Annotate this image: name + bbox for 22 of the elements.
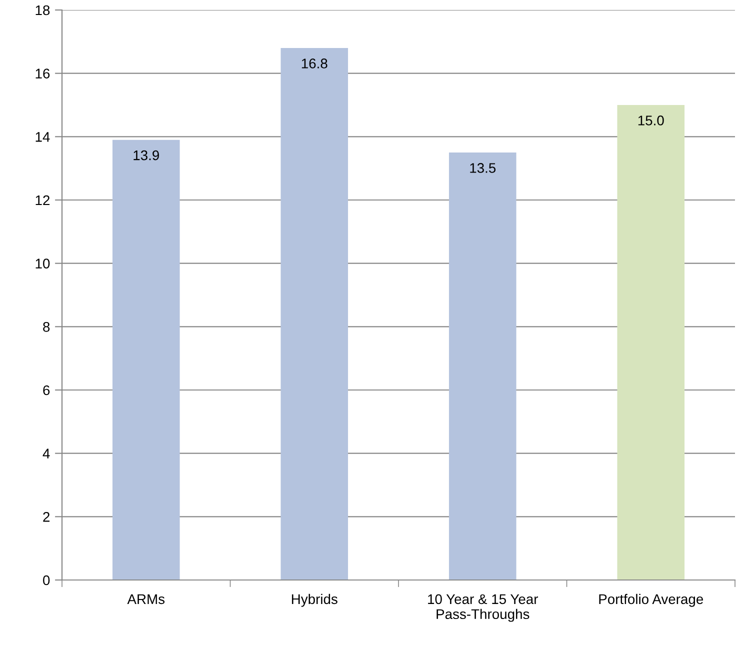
x-tick-label: Hybrids <box>292 594 338 607</box>
y-tick-label: 12 <box>36 195 50 206</box>
y-tick-label: 0 <box>43 575 50 586</box>
y-tick-label: 2 <box>43 512 50 522</box>
bar <box>112 140 180 580</box>
bar <box>448 152 516 580</box>
data-label: 16.8 <box>302 58 328 68</box>
y-tick-label: 8 <box>43 322 50 332</box>
x-tick-label: 10 Year & 15 Year Pass-Throughs <box>428 594 538 622</box>
data-label: 13.9 <box>134 150 159 160</box>
x-tick-label: ARMs <box>127 594 165 604</box>
y-tick-label: 4 <box>42 448 50 458</box>
data-label: 13.5 <box>470 163 496 173</box>
y-tick-label: 10 <box>36 258 50 269</box>
data-label: 15.0 <box>638 116 664 126</box>
bar <box>617 105 685 580</box>
y-tick-label: 14 <box>36 132 50 142</box>
y-tick-label: 6 <box>43 385 50 396</box>
y-tick-label: 18 <box>36 5 50 16</box>
bar <box>280 48 348 580</box>
x-tick-label: Portfolio Average <box>599 594 704 607</box>
y-tick-label: 16 <box>36 68 50 79</box>
